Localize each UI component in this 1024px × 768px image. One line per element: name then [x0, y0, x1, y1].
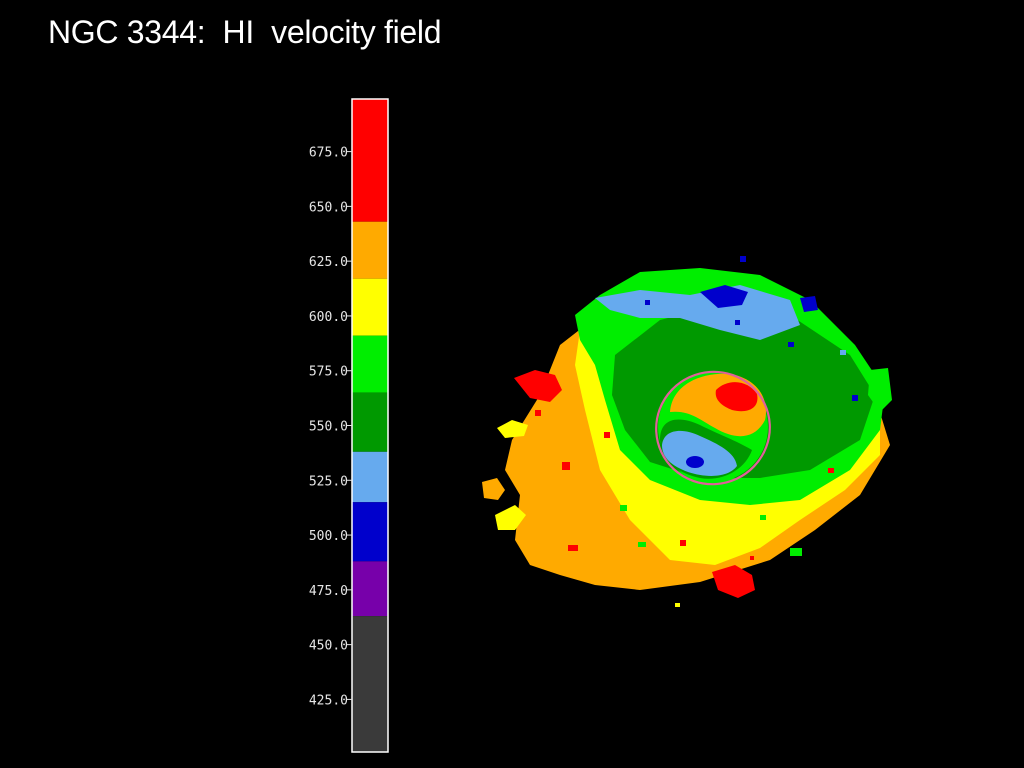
- colorbar-tick-label-5: 550.0: [309, 420, 348, 435]
- colorbar-tick-label-7: 500.0: [309, 529, 348, 544]
- colorbar-tick-label-3: 600.0: [309, 310, 348, 325]
- central-rotation-feature: [655, 370, 771, 486]
- map-region-blob-east: [868, 368, 892, 412]
- colorbar-band-5: [352, 451, 388, 503]
- colorbar-tick-label-10: 425.0: [309, 693, 348, 708]
- central-lightblue-lobe: [662, 430, 737, 476]
- colorbar-band-8: [352, 616, 388, 752]
- slide-title: NGC 3344: HI velocity field: [48, 14, 442, 50]
- map-region-red-south: [712, 565, 755, 598]
- colorbar-tick-label-0: 675.0: [309, 146, 348, 161]
- map-region-blob-west-1: [497, 420, 528, 438]
- colorbar-band-4: [352, 392, 388, 452]
- central-red-core: [715, 382, 758, 412]
- colorbar-band-6: [352, 502, 388, 562]
- colorbar-band-7: [352, 561, 388, 617]
- colorbar-tick-label-1: 650.0: [309, 200, 348, 215]
- colorbar-band-0: [352, 99, 388, 222]
- colorbar-tick-label-9: 450.0: [309, 639, 348, 654]
- central-blue-core: [686, 456, 704, 468]
- velocity-colorbar: 675.0 650.0 625.0 600.0 575.0 550.0 525.0 500.0…: [309, 98, 389, 753]
- map-region-red-west: [514, 370, 562, 402]
- inclination-ellipse: [655, 370, 771, 486]
- colorbar-tick-label-6: 525.0: [309, 474, 348, 489]
- map-region-blob-west-2: [482, 478, 505, 500]
- map-region-blue-north-2: [800, 296, 818, 312]
- colorbar-tick-label-8: 475.0: [309, 584, 348, 599]
- colorbar-tick-label-4: 575.0: [309, 365, 348, 380]
- map-region-blue-north: [700, 285, 748, 308]
- colorbar-band-1: [352, 221, 388, 279]
- colorbar-band-3: [352, 335, 388, 393]
- map-region-blob-west-3: [495, 505, 526, 530]
- map-region-lightblue-north: [595, 285, 800, 340]
- colorbar-tick-label-2: 625.0: [309, 255, 348, 270]
- colorbar-band-2: [352, 278, 388, 336]
- map-noise-pixels: [535, 256, 858, 607]
- velocity-field-map: [482, 256, 892, 607]
